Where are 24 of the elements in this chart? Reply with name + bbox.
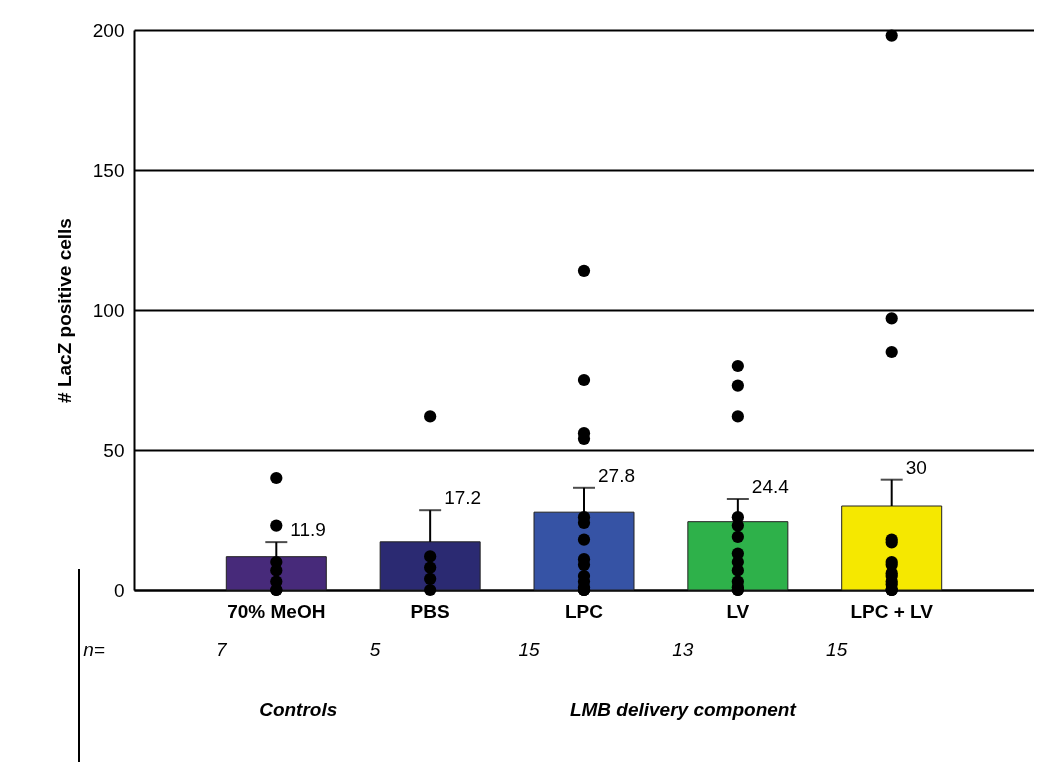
y-axis-title: # LacZ positive cells	[53, 218, 75, 403]
y-tick-label: 0	[113, 579, 125, 601]
x-tick-label: 70% MeOH	[227, 600, 326, 622]
y-tick-label: 50	[103, 439, 125, 461]
text: 13	[672, 639, 694, 661]
x-tick-label: PBS	[410, 600, 450, 622]
text: 15	[518, 639, 540, 661]
x-tick-label: LPC	[565, 600, 604, 622]
data-label: 30	[905, 456, 927, 478]
text: 5	[369, 639, 381, 661]
text: 7	[216, 639, 227, 661]
y-tick-label: 100	[92, 299, 125, 321]
text: n=	[83, 639, 105, 661]
y-tick-label: 150	[92, 159, 125, 181]
text: 15	[826, 639, 848, 661]
text: LMB delivery component	[569, 699, 796, 721]
data-label: 27.8	[598, 464, 635, 486]
text: Controls	[259, 699, 338, 721]
data-label: 11.9	[290, 519, 326, 541]
x-tick-label: LPC + LV	[850, 600, 934, 622]
y-tick-label: 200	[92, 19, 125, 41]
data-label: 24.4	[751, 476, 790, 497]
x-tick-label: LV	[726, 600, 750, 622]
data-label: 17.2	[444, 487, 482, 509]
